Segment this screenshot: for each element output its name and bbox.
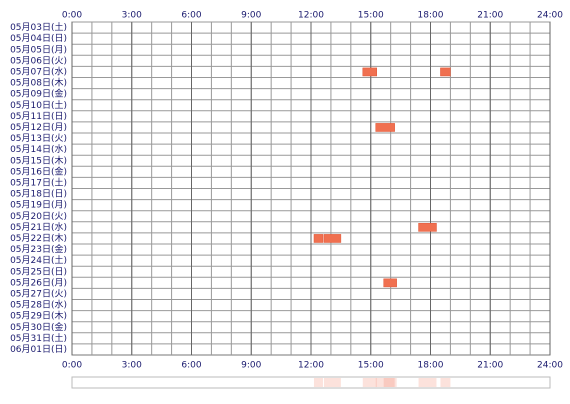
activity-span: [362, 67, 377, 77]
row-label: 05月26日(月): [10, 277, 67, 288]
row-label: 05月23日(金): [10, 243, 67, 255]
row-label: 06月01日(日): [10, 344, 67, 355]
row-label: 05月19日(月): [10, 200, 67, 211]
x-tick-label-top: 15:00: [358, 11, 384, 21]
x-tick-label-top: 6:00: [181, 11, 201, 21]
activity-span: [313, 234, 324, 243]
row-label: 05月18日(日): [10, 189, 67, 200]
row-label: 05月31日(土): [10, 332, 67, 344]
row-label: 05月03日(土): [10, 21, 67, 33]
summary-span: [313, 378, 323, 387]
row-label: 05月27日(火): [10, 288, 67, 299]
row-label: 05月25日(日): [10, 266, 67, 277]
x-tick-label-bottom: 12:00: [298, 361, 324, 371]
activity-span: [323, 234, 342, 243]
row-label: 05月12日(月): [10, 122, 67, 133]
x-tick-label-bottom: 15:00: [358, 361, 384, 371]
x-tick-label-top: 3:00: [122, 11, 142, 21]
row-label: 05月14日(水): [10, 143, 67, 155]
row-label: 05月29日(木): [10, 310, 67, 322]
row-label: 05月16日(金): [10, 165, 67, 177]
summary-bar: [71, 376, 551, 389]
x-tick-label-top: 21:00: [477, 11, 503, 21]
summary-span: [383, 378, 397, 387]
row-label: 05月05日(月): [10, 44, 67, 55]
x-tick-label-top: 24:00: [537, 11, 563, 21]
activity-span: [418, 223, 437, 232]
x-tick-label-bottom: 6:00: [181, 361, 201, 371]
row-label: 05月15日(木): [10, 154, 67, 166]
summary-span: [440, 378, 451, 387]
x-tick-label-bottom: 3:00: [122, 361, 142, 371]
activity-span: [440, 67, 451, 77]
x-tick-label-top: 9:00: [241, 11, 261, 21]
summary-span: [375, 378, 395, 387]
row-label: 05月17日(土): [10, 176, 67, 188]
row-label: 05月11日(日): [10, 111, 67, 122]
summary-span: [418, 378, 437, 387]
row-label: 05月28日(水): [10, 299, 67, 311]
x-tick-label-bottom: 18:00: [418, 361, 444, 371]
row-label: 05月21日(水): [10, 221, 67, 233]
row-label: 05月22日(木): [10, 232, 67, 244]
row-label: 05月06日(火): [10, 55, 67, 66]
row-label: 05月24日(土): [10, 254, 67, 266]
x-tick-label-bottom: 0:00: [62, 361, 82, 371]
row-label: 05月07日(水): [10, 65, 67, 77]
row-label: 05月13日(火): [10, 133, 67, 144]
summary-span: [323, 378, 341, 387]
row-label: 05月04日(日): [10, 33, 67, 44]
row-label: 05月30日(金): [10, 321, 67, 333]
x-tick-label-top: 18:00: [418, 11, 444, 21]
x-tick-label-bottom: 9:00: [241, 361, 261, 371]
x-tick-label-bottom: 21:00: [477, 361, 503, 371]
row-label: 05月10日(土): [10, 99, 67, 111]
x-tick-label-bottom: 24:00: [537, 361, 563, 371]
row-label: 05月08日(木): [10, 77, 67, 89]
row-label: 05月20日(火): [10, 211, 67, 222]
summary-span: [362, 378, 377, 387]
x-tick-label-top: 0:00: [62, 11, 82, 21]
row-label: 05月09日(金): [10, 88, 67, 100]
activity-span: [375, 123, 395, 132]
x-tick-label-top: 12:00: [298, 11, 324, 21]
activity-span: [383, 278, 397, 288]
